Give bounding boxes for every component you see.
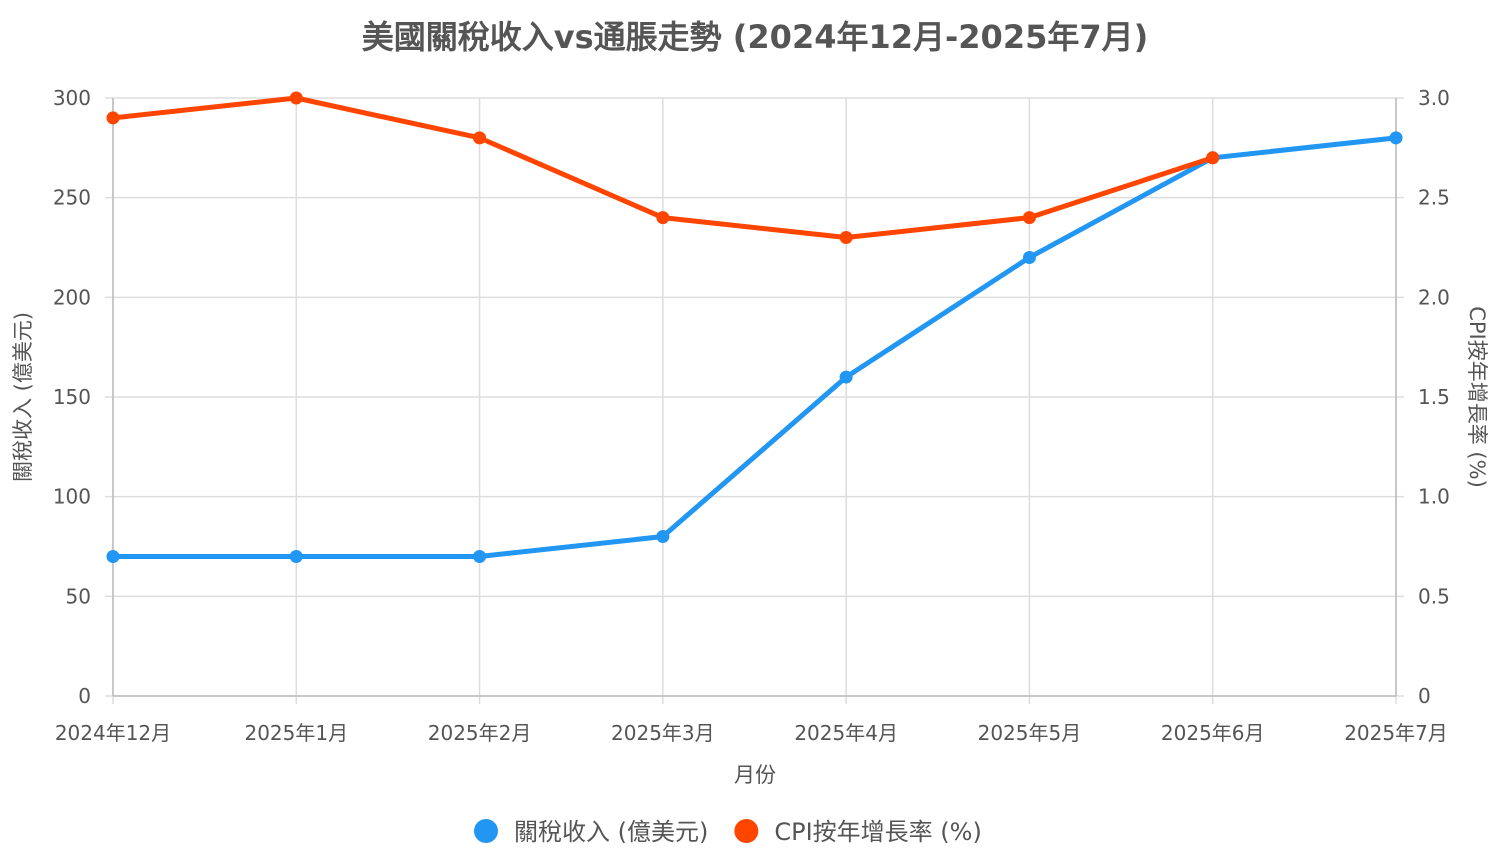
y-left-tick-label: 250: [53, 186, 91, 210]
x-tick-label: 2025年5月: [978, 721, 1082, 745]
series-2-point: [289, 91, 303, 105]
series-1-point: [1022, 250, 1036, 264]
y-right-tick-label: 0.5: [1418, 584, 1450, 608]
y-left-tick-label: 100: [53, 485, 91, 509]
x-tick-label: 2025年7月: [1344, 721, 1448, 745]
series-2-point: [473, 131, 487, 145]
y-right-axis-title: CPI按年增長率 (%): [1465, 306, 1489, 488]
x-tick-label: 2025年3月: [611, 721, 715, 745]
y-left-axis-title: 關稅收入 (億美元): [11, 312, 35, 482]
series-2-point: [1206, 151, 1220, 165]
legend: 關稅收入 (億美元) CPI按年增長率 (%): [474, 818, 982, 846]
series-1-point: [473, 549, 487, 563]
series-1-point: [839, 370, 853, 384]
y-right-tick-label: 3.0: [1418, 86, 1450, 110]
y-right-tick-label: 2.5: [1418, 186, 1450, 210]
x-tick-label: 2025年2月: [428, 721, 532, 745]
series-1-point: [106, 549, 120, 563]
legend-label-1: 關稅收入 (億美元): [514, 818, 708, 846]
y-right-tick-label: 1.0: [1418, 485, 1450, 509]
series-1-point: [1389, 131, 1403, 145]
y-right-tick-label: 2.0: [1418, 285, 1450, 309]
x-axis-ticks: 2024年12月 2025年1月 2025年2月 2025年3月 2025年4月 2025…: [55, 721, 1448, 745]
chart-title: 美國關稅收入vs通脹走勢 (2024年12月-2025年7月): [362, 18, 1149, 56]
y-right-tick-label: 0: [1418, 684, 1431, 708]
legend-marker-1: [474, 819, 498, 843]
legend-marker-2: [734, 819, 759, 843]
series-line-1: [110, 135, 1399, 559]
x-tick-label: 2025年6月: [1161, 721, 1265, 745]
y-left-tick-label: 150: [53, 385, 91, 409]
x-tick-label: 2025年1月: [244, 721, 348, 745]
x-axis-title: 月份: [734, 763, 776, 787]
y-left-tick-label: 300: [53, 86, 91, 110]
legend-label-2: CPI按年增長率 (%): [774, 818, 981, 846]
right-axis-ticks: 0 0.5 1.0 1.5 2.0 2.5 3.0: [1418, 86, 1450, 708]
series-2-point: [1022, 211, 1036, 225]
y-right-tick-label: 1.5: [1418, 385, 1450, 409]
series-layer: [106, 91, 1403, 563]
x-tick-label: 2024年12月: [55, 721, 171, 745]
y-left-tick-label: 200: [53, 285, 91, 309]
series-2-point: [106, 111, 120, 125]
y-left-tick-label: 50: [66, 584, 91, 608]
left-axis-ticks: 0 50 100 150 200 250 300: [53, 86, 91, 708]
y-left-tick-label: 0: [78, 684, 91, 708]
series-1-point: [656, 530, 670, 544]
series-2-point: [839, 231, 853, 245]
grid: [105, 97, 1404, 704]
series-1-point: [289, 549, 303, 563]
series-2-point: [656, 211, 670, 225]
x-tick-label: 2025年4月: [794, 721, 898, 745]
